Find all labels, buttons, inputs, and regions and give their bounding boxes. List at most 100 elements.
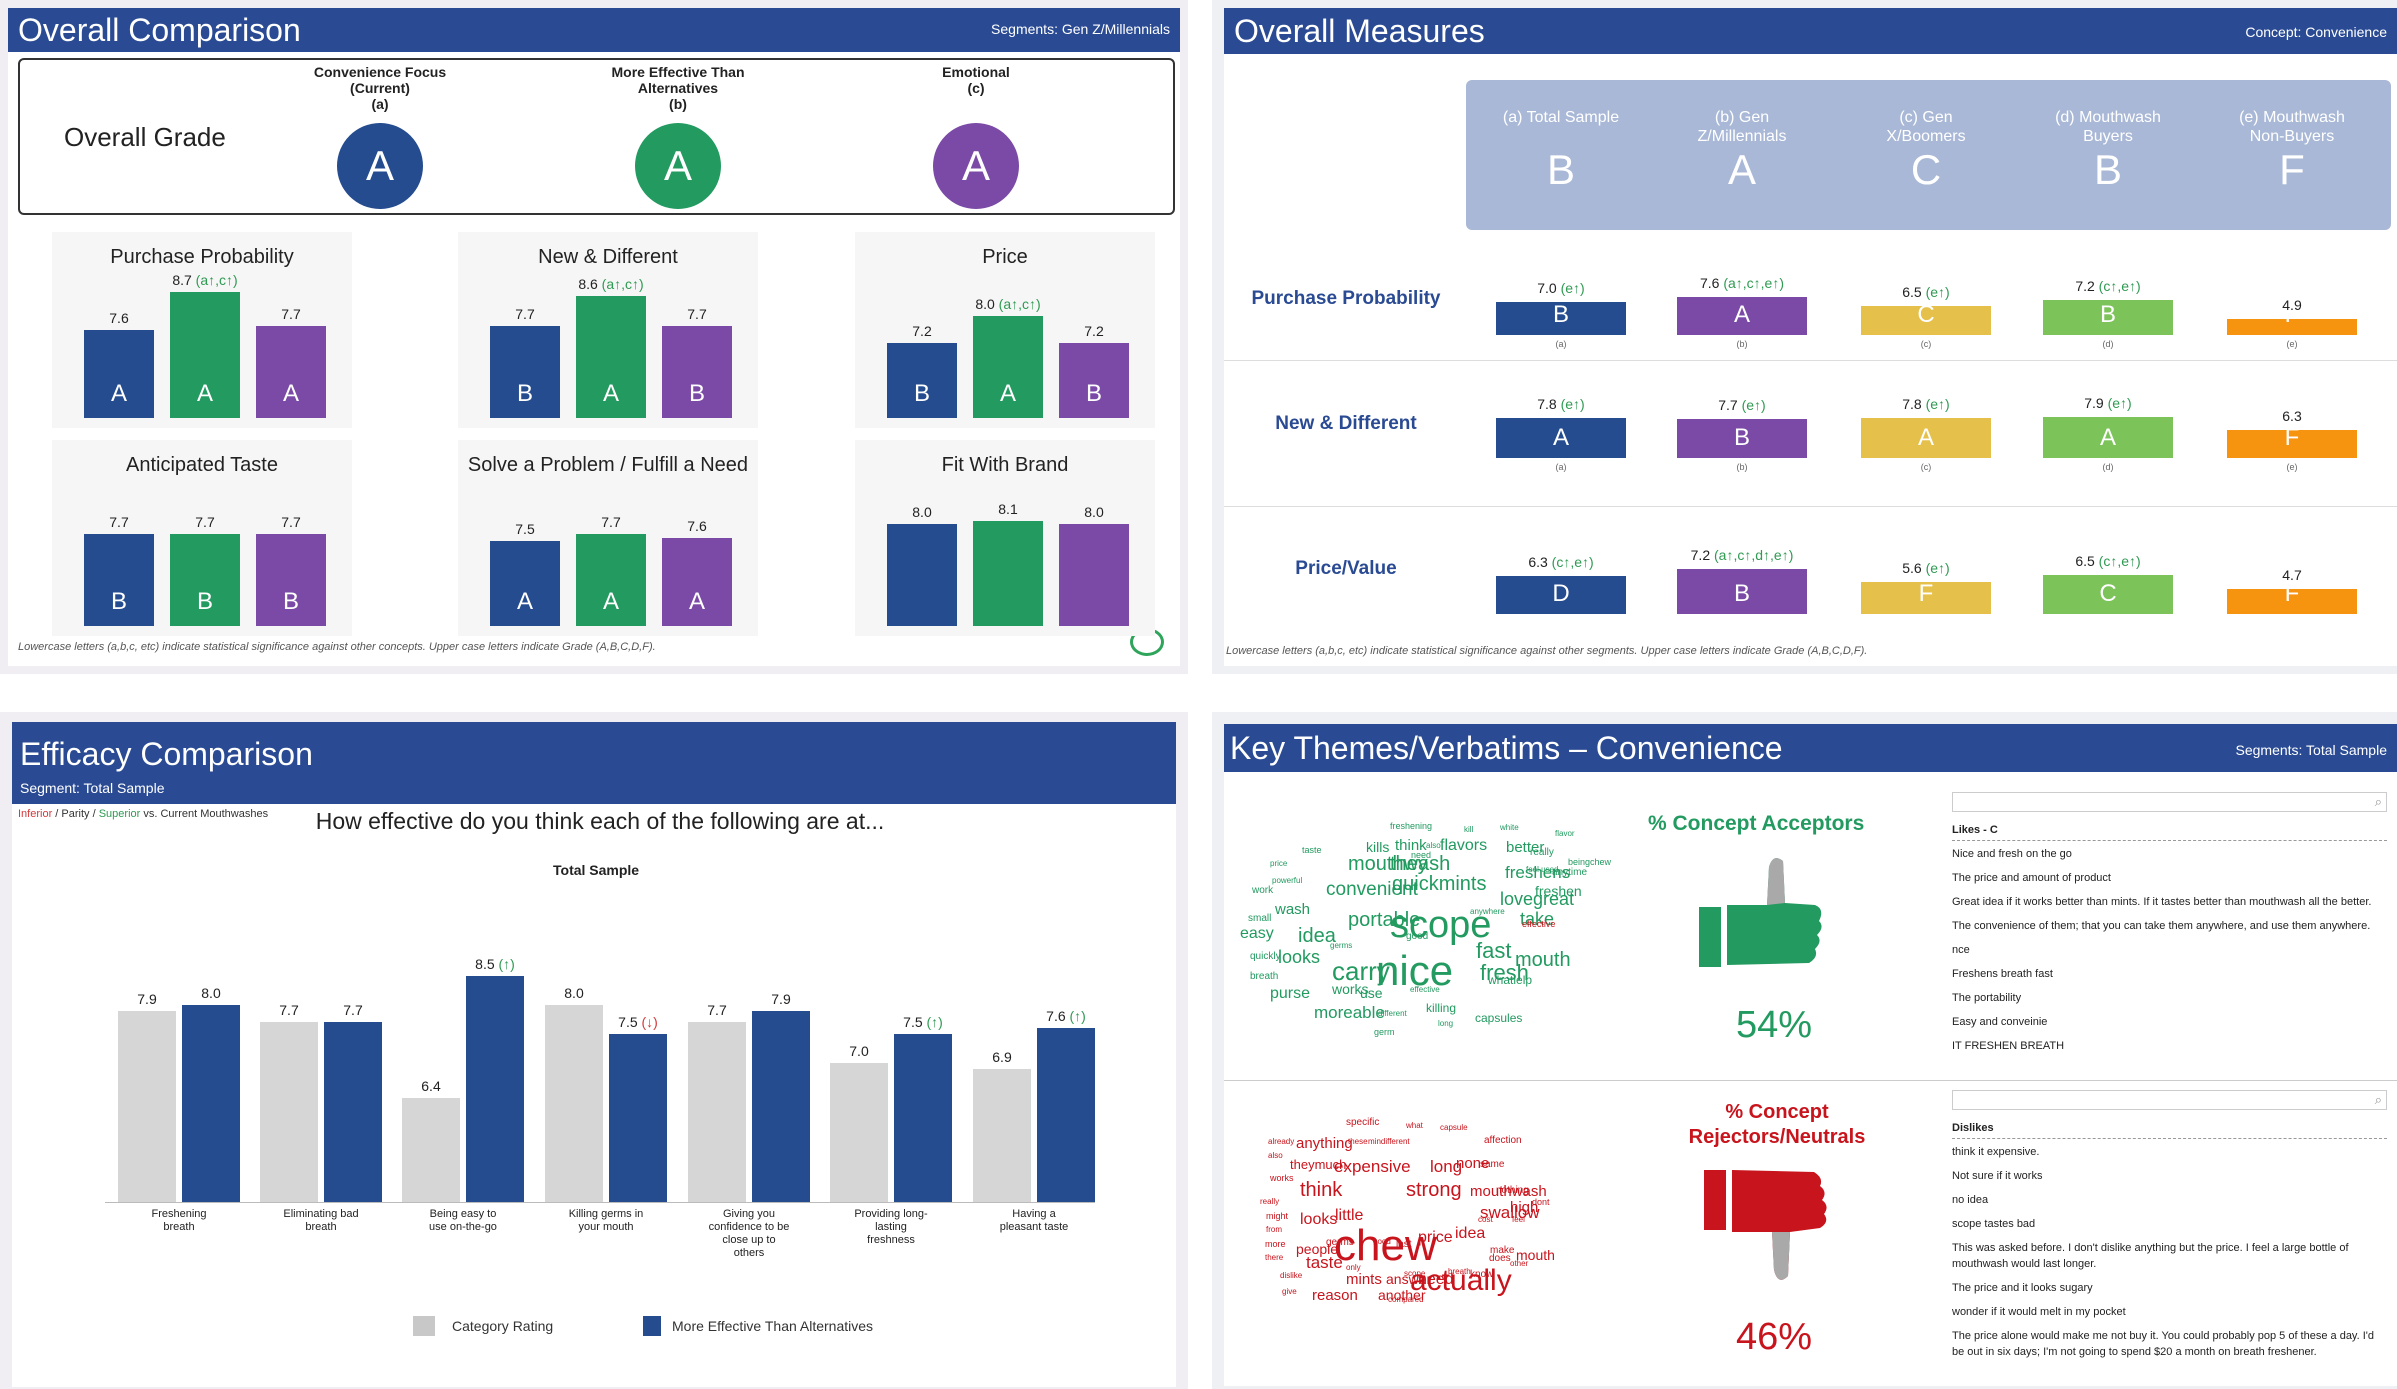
metric-card: Anticipated Taste B 7.7 B 7.7 B 7.7 (52, 440, 352, 636)
metric-bar: B (1059, 343, 1129, 418)
measure-significance: (a↑,c↑,e↑) (1723, 275, 1785, 291)
segment-tag: (b) (1736, 339, 1748, 349)
cloud-word: capsule (1440, 1123, 1468, 1132)
measure-significance: (c↑,e↑) (1551, 554, 1594, 570)
cloud-word: kills (1366, 839, 1390, 855)
verbatim-row[interactable]: The price and amount of product (1952, 872, 2111, 884)
measure-bar: C (1861, 301, 1991, 335)
verbatim-row[interactable]: think it expensive. (1952, 1146, 2040, 1158)
segment-tag: (e) (2286, 339, 2298, 349)
more-effective-bar (609, 1034, 667, 1202)
bar-grade: B (516, 380, 533, 407)
grade-circle: A (933, 123, 1019, 209)
verbatim-row[interactable]: Not sure if it works (1952, 1170, 2043, 1182)
segment-name-line2: Z/Millennials (1697, 128, 1787, 145)
verbatim-row[interactable]: wonder if it would melt in my pocket (1952, 1306, 2126, 1318)
cloud-word: expensive (1334, 1157, 1411, 1176)
measure-bar: A (1677, 297, 1807, 335)
segment-name: (a) Total Sample (1502, 109, 1620, 126)
bar-value-label: 7.7 (294, 1002, 412, 1018)
category-label-line: use on-the-go (429, 1221, 497, 1233)
measure-significance: (e↑) (2107, 395, 2132, 411)
bar-value: 7.0 (849, 1043, 869, 1059)
measure-value-label: 4.9 (2197, 297, 2387, 313)
segment-name: (d) Mouthwash (2055, 109, 2161, 126)
row-divider (1224, 360, 2397, 361)
cloud-word: other (1510, 1259, 1529, 1268)
verbatim-row[interactable]: mouthwash would last longer. (1952, 1258, 2097, 1270)
cloud-word: looks (1300, 1211, 1338, 1228)
metric-bar (973, 521, 1043, 626)
bar-grade: A (999, 380, 1016, 407)
measure-value: 6.5 (1902, 284, 1922, 300)
verbatim-row[interactable]: scope tastes bad (1952, 1218, 2036, 1230)
verbatim-row[interactable]: The portability (1952, 992, 2022, 1004)
legend-parity: / Parity / (52, 808, 99, 820)
panel-title: Efficacy Comparison (20, 736, 313, 772)
category-rating-bar (402, 1098, 460, 1202)
bar-value-label: 7.9 (88, 991, 206, 1007)
measure-value: 5.6 (1902, 560, 1922, 576)
segment-tag: (b) (1736, 462, 1748, 472)
verbatim-row[interactable]: Great idea if it works better than mints… (1952, 896, 2372, 908)
bar-value-label: 7.6 (↑) (1007, 1008, 1125, 1024)
more-effective-bar (1037, 1028, 1095, 1202)
cloud-word: theymuch (1290, 1157, 1347, 1172)
cloud-word: really (1530, 847, 1554, 858)
verbatim-row[interactable]: The price alone would make me not buy it… (1952, 1330, 2375, 1342)
overall-comparison-panel: Overall Comparison Segments: Gen Z/Mille… (0, 0, 1188, 674)
cloud-word: taste (1302, 845, 1322, 855)
measure-value: 7.8 (1537, 396, 1557, 412)
measure-significance: (a↑,c↑,d↑,e↑) (1714, 547, 1794, 563)
cloud-word: germs (1330, 941, 1353, 950)
more-effective-bar (894, 1034, 952, 1202)
category-label-line: Giving you (723, 1208, 775, 1220)
measure-bar: F (2227, 580, 2357, 614)
cloud-word: high (1510, 1199, 1539, 1216)
slide-body (1224, 724, 2397, 1386)
search-icon[interactable]: ⌕ (2374, 794, 2382, 809)
cloud-word: people (1296, 1241, 1339, 1257)
cloud-word: mindifferent (1368, 1137, 1410, 1146)
segment-tag: (a) (1555, 339, 1567, 349)
measure-bar: B (1496, 301, 1626, 335)
verbatim-row[interactable]: nce (1952, 944, 1970, 956)
cloud-word: freshen (1535, 883, 1582, 899)
measure-value-label: 7.8 (e↑) (1831, 396, 2021, 412)
verbatim-row[interactable]: Easy and conveinie (1952, 1016, 2048, 1028)
bar-value: 7.7 (687, 306, 707, 322)
cloud-word: price (1270, 859, 1288, 868)
metric-bar: A (576, 296, 646, 418)
dislikes-search-input[interactable]: ⌕ (1952, 1090, 2387, 1110)
verbatim-row[interactable]: IT FRESHEN BREATH (1952, 1040, 2065, 1052)
bar-value: 8.7 (172, 272, 192, 288)
legend-superior: Superior (98, 808, 141, 820)
legend-more-swatch (643, 1316, 661, 1336)
measure-grade: A (1552, 424, 1569, 451)
cloud-word: freshening (1390, 821, 1433, 831)
bar-value-label: 8.7 (a↑,c↑) (140, 272, 270, 288)
cloud-word: breath (1250, 971, 1279, 982)
verbatim-row[interactable]: Nice and fresh on the go (1952, 848, 2072, 860)
category-label: Giving you confidence to be close up to oth… (670, 1208, 828, 1260)
concept-letter: (b) (669, 96, 687, 112)
bar-grade: A (110, 380, 127, 407)
cloud-word: use (1360, 985, 1383, 1001)
bar-value-label: 7.5 (↑) (864, 1014, 982, 1030)
likes-search-input[interactable]: ⌕ (1952, 792, 2387, 812)
metric-bar (887, 524, 957, 626)
verbatim-row[interactable]: be out in six days; I'm not going to spe… (1952, 1346, 2317, 1358)
panel-header: Efficacy Comparison Segment: Total Sampl… (12, 722, 1176, 804)
verbatim-row[interactable]: no idea (1952, 1194, 1989, 1206)
bar-value: 7.5 (618, 1014, 638, 1030)
verbatim-row[interactable]: Freshens breath fast (1952, 968, 2053, 980)
search-icon[interactable]: ⌕ (2374, 1092, 2382, 1107)
verbatim-row[interactable]: This was asked before. I don't dislike a… (1952, 1242, 2349, 1254)
verbatim-row[interactable]: The price and it looks sugary (1952, 1282, 2093, 1294)
measure-value-label: 6.5 (e↑) (1831, 284, 2021, 300)
bar-value-label: 7.7 (658, 1002, 776, 1018)
measure-bar: B (1677, 569, 1807, 614)
cloud-word: actually (1410, 1264, 1512, 1297)
metric-title: Anticipated Taste (126, 454, 278, 476)
verbatim-row[interactable]: The convenience of them; that you can ta… (1952, 920, 2371, 932)
